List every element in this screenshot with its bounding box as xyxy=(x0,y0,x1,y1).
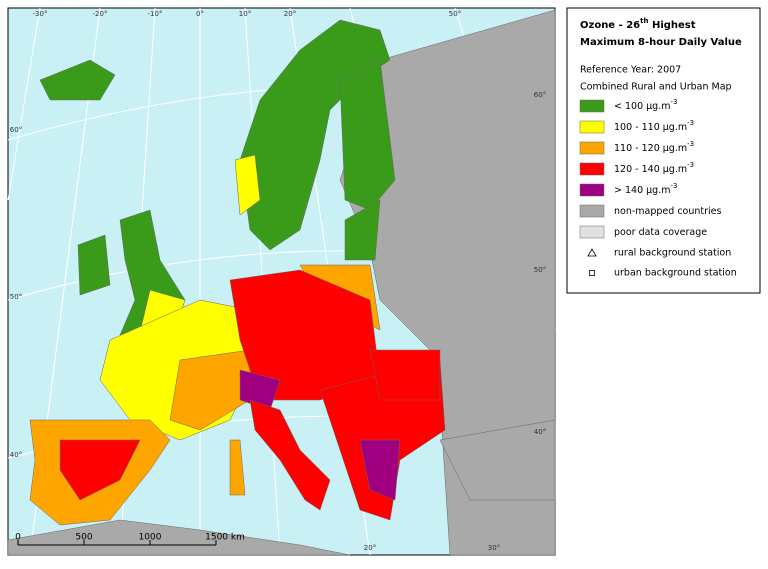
label: 110 - 120 µg.m xyxy=(614,143,687,154)
label-sup: -3 xyxy=(687,161,694,169)
graticule-label: -30° xyxy=(33,10,48,18)
graticule-label: 60° xyxy=(10,126,22,134)
title-part: Highest xyxy=(648,20,695,31)
label: non-mapped countries xyxy=(614,206,722,217)
legend-swatch xyxy=(579,225,605,239)
graticule-label: 50° xyxy=(449,10,461,18)
legend-swatch xyxy=(579,204,605,218)
label: > 140 µg.m xyxy=(614,185,670,196)
graticule-label: 20° xyxy=(364,544,376,552)
label: 120 - 140 µg.m xyxy=(614,164,687,175)
graticule-label: -10° xyxy=(148,10,163,18)
title-sup: th xyxy=(640,17,648,25)
graticule-label: 40° xyxy=(534,428,546,436)
legend-swatch xyxy=(579,99,605,113)
graticule-label: 30° xyxy=(488,544,500,552)
graticule-label: 50° xyxy=(534,266,546,274)
legend-swatch xyxy=(579,183,605,197)
scale-label: 1000 xyxy=(139,533,162,543)
label-sup: -3 xyxy=(687,140,694,148)
graticule-label: 60° xyxy=(534,91,546,99)
graticule-label: 50° xyxy=(10,293,22,301)
scale-label: 0 xyxy=(15,533,21,543)
legend-label: urban background station xyxy=(614,268,737,279)
map xyxy=(7,7,556,556)
legend-subtitle: Combined Rural and Urban Map xyxy=(580,82,732,93)
graticule-label: -20° xyxy=(93,10,108,18)
graticule-label: 40° xyxy=(10,451,22,459)
station-symbol xyxy=(589,270,595,276)
legend-swatch xyxy=(579,141,605,155)
scale-label: 500 xyxy=(75,533,92,543)
station-symbol xyxy=(587,248,597,257)
graticule-label: 20° xyxy=(284,10,296,18)
legend-title: Maximum 8-hour Daily Value xyxy=(580,37,742,48)
legend-label: non-mapped countries xyxy=(614,206,722,217)
graticule-label: 10° xyxy=(239,10,251,18)
scale-label: 1500 km xyxy=(205,533,245,543)
label-sup: -3 xyxy=(670,98,677,106)
legend-label: > 140 µg.m-3 xyxy=(614,182,677,196)
legend-label: 110 - 120 µg.m-3 xyxy=(614,140,694,154)
legend-title: Ozone - 26th Highest xyxy=(580,17,696,31)
legend-label: 120 - 140 µg.m-3 xyxy=(614,161,694,175)
legend-reference: Reference Year: 2007 xyxy=(580,65,681,76)
graticule-label: 0° xyxy=(196,10,204,18)
title-part: Ozone - 26 xyxy=(580,20,640,31)
legend-swatch xyxy=(579,120,605,134)
legend-label: 100 - 110 µg.m-3 xyxy=(614,119,694,133)
label-sup: -3 xyxy=(687,119,694,127)
label: poor data coverage xyxy=(614,227,707,238)
legend-swatch xyxy=(579,162,605,176)
label-sup: -3 xyxy=(670,182,677,190)
scale-bar xyxy=(17,540,217,546)
land xyxy=(7,9,556,556)
legend-label: poor data coverage xyxy=(614,227,707,238)
legend-label: < 100 µg.m-3 xyxy=(614,98,677,112)
label: < 100 µg.m xyxy=(614,101,670,112)
label: 100 - 110 µg.m xyxy=(614,122,687,133)
legend-label: rural background station xyxy=(614,248,731,259)
